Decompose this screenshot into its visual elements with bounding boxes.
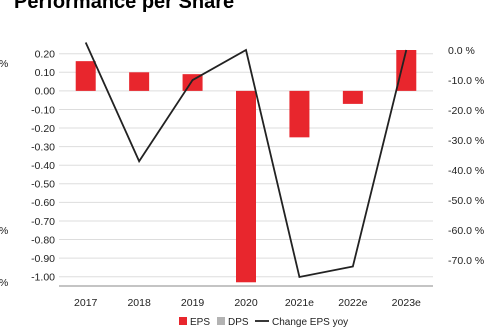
x-axis-tick-label: 2017 [74,297,98,309]
right-axis-tick-label: -20.0 % [448,105,484,117]
legend-label-change-eps: Change EPS yoy [272,317,348,328]
left-axis-tick-label: -1.00 [31,272,55,284]
chart-title: Performance per Share [14,0,235,13]
left-axis-tick-label: -0.70 [31,216,55,228]
left-axis-tick-label: -0.20 [31,123,55,135]
right-axis-tick-label: -50.0 % [448,195,484,207]
right-axis-tick-label: -10.0 % [448,75,484,87]
eps-bar [236,90,256,283]
eps-bar [396,50,417,91]
change-eps-yoy-line [84,42,408,279]
left-axis-tick-label: -0.90 [31,253,55,265]
legend-label-eps: EPS [190,317,210,328]
right-axis-tick-label: 0.0 % [448,45,475,57]
eps-bar [75,61,96,91]
partial-axis-label: % [0,225,8,237]
x-axis-tick-label: 2023e [392,297,421,309]
left-axis-tick-label: -0.30 [31,141,55,153]
right-axis-tick-label: -60.0 % [448,225,484,237]
left-axis-tick-label: -0.80 [31,234,55,246]
left-axis-tick-label: 0.10 [35,67,56,79]
x-axis-tick-label: 2022e [338,297,367,309]
legend-swatch-eps [179,317,187,325]
right-axis-tick-label: -30.0 % [448,135,484,147]
partial-axis-label: % [0,277,8,289]
eps-bar [289,90,310,138]
left-axis-tick-label: 0.00 [35,86,56,98]
right-axis-tick-label: -40.0 % [448,165,484,177]
partial-axis-label: % [0,58,8,70]
left-axis-tick-label: -0.40 [31,160,55,172]
eps-bar [342,90,363,104]
left-axis-tick-label: -0.50 [31,179,55,191]
legend-label-dps: DPS [228,317,249,328]
x-axis-tick-label: 2020 [234,297,258,309]
legend-swatch-dps [217,317,225,325]
right-axis-tick-label: -70.0 % [448,255,484,267]
left-axis-tick-label: 0.20 [35,49,56,61]
x-axis-tick-label: 2019 [181,297,205,309]
left-axis-tick-label: -0.60 [31,197,55,209]
x-axis-tick-label: 2018 [127,297,151,309]
left-axis-tick-label: -0.10 [31,104,55,116]
eps-bar [129,72,150,91]
x-axis-tick-label: 2021e [285,297,314,309]
